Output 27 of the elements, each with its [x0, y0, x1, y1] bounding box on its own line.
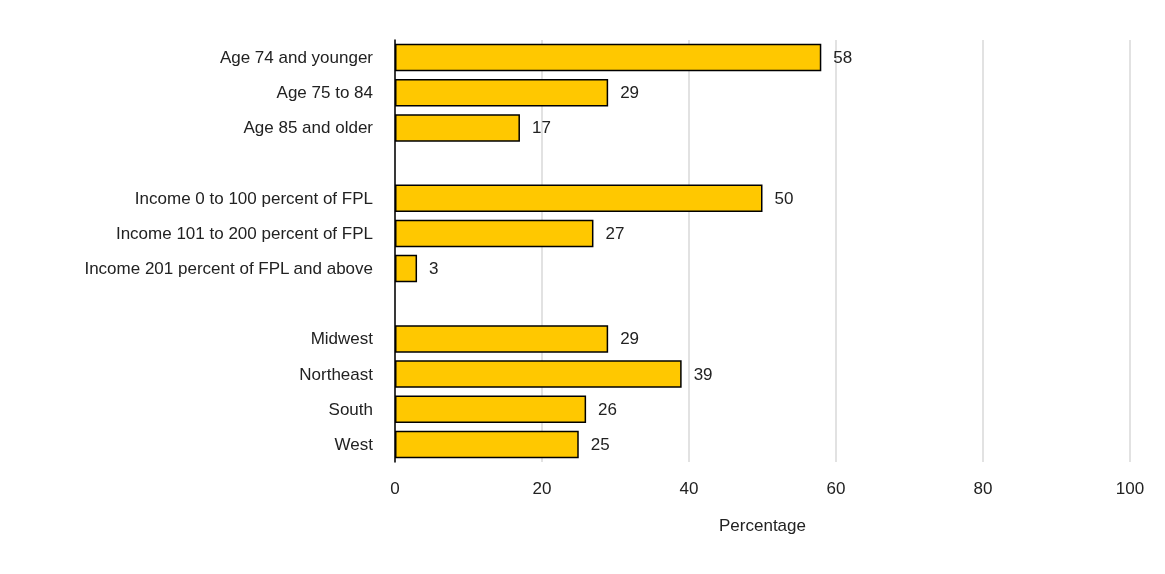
- y-tick-label: South: [328, 399, 373, 419]
- x-tick-label: 100: [1115, 479, 1145, 498]
- data-label: 50: [774, 188, 794, 208]
- y-tick-label: Midwest: [310, 329, 374, 349]
- y-tick-label: West: [334, 434, 374, 454]
- data-label: 27: [605, 223, 625, 243]
- x-tick-label: 0: [390, 479, 400, 498]
- data-label: 17: [531, 118, 551, 138]
- data-label: 58: [833, 48, 853, 68]
- y-tick-label: Age 74 and younger: [219, 48, 374, 68]
- x-tick-label: 20: [532, 479, 552, 498]
- data-label: 25: [590, 434, 610, 454]
- y-tick-label: Age 85 and older: [243, 118, 374, 138]
- y-tick-label: Income 101 to 200 percent of FPL: [115, 223, 373, 243]
- data-label: 26: [598, 399, 618, 419]
- x-tick-label: 40: [679, 479, 699, 498]
- y-tick-label: Income 201 percent of FPL and above: [84, 259, 373, 279]
- x-axis-title: Percentage: [719, 516, 806, 535]
- y-tick-label: Northeast: [299, 364, 374, 384]
- x-tick-label: 80: [973, 479, 993, 498]
- x-tick-label: 60: [826, 479, 846, 498]
- data-label: 39: [693, 364, 713, 384]
- data-label: 29: [620, 329, 640, 349]
- y-tick-label: Income 0 to 100 percent of FPL: [134, 188, 373, 208]
- y-tick-label: Age 75 to 84: [276, 83, 373, 103]
- data-label: 29: [620, 83, 640, 103]
- data-label: 3: [429, 259, 439, 279]
